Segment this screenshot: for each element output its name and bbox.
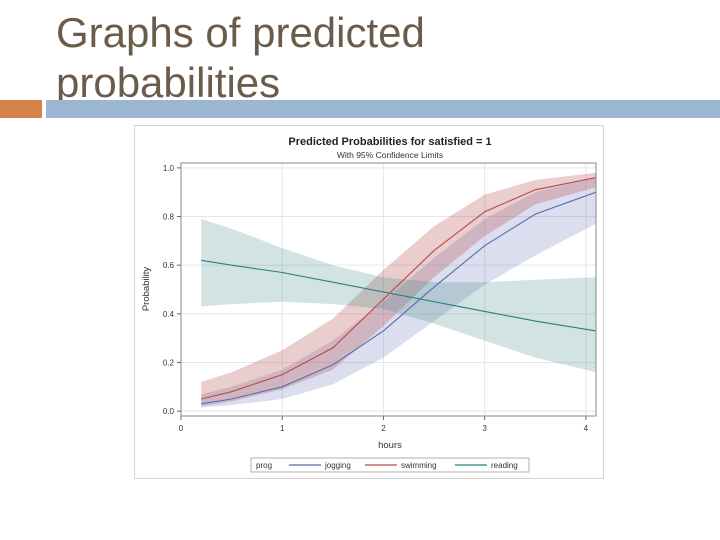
x-tick-label: 0 (179, 424, 184, 433)
x-tick-label: 1 (280, 424, 285, 433)
chart-svg: Predicted Probabilities for satisfied = … (141, 136, 597, 473)
x-tick-label: 2 (381, 424, 386, 433)
series-line-swimming (201, 177, 597, 400)
accent-bar-blue (46, 100, 720, 118)
chart-subtitle: With 95% Confidence Limits (337, 150, 443, 160)
x-tick-label: 4 (584, 424, 589, 433)
confidence-band-swimming (201, 172, 596, 407)
legend-title: prog (256, 461, 272, 470)
confidence-band-jogging (201, 177, 596, 408)
plot-frame (180, 162, 597, 417)
confidence-band-reading (201, 219, 596, 373)
chart-figure: Predicted Probabilities for satisfied = … (134, 125, 604, 479)
legend-entry-swimming: swimming (401, 461, 437, 470)
y-tick-label: 1.0 (163, 164, 175, 173)
series-line-reading (201, 259, 597, 332)
x-axis-label: hours (378, 440, 402, 451)
y-axis-label: Probability (141, 267, 152, 312)
x-tick-label: 3 (482, 424, 487, 433)
y-tick-label: 0.0 (163, 407, 175, 416)
chart-title: Predicted Probabilities for satisfied = … (288, 136, 491, 148)
slide-title: Graphs of predicted probabilities (56, 9, 425, 106)
accent-bar-orange (0, 100, 42, 118)
legend-entry-reading: reading (491, 461, 518, 470)
series-line-jogging (201, 191, 597, 405)
y-tick-label: 0.2 (163, 358, 175, 367)
y-tick-label: 0.4 (163, 310, 175, 319)
y-tick-label: 0.8 (163, 213, 175, 222)
y-tick-label: 0.6 (163, 261, 175, 270)
legend-entry-jogging: jogging (324, 461, 351, 470)
plot-area (181, 163, 596, 416)
